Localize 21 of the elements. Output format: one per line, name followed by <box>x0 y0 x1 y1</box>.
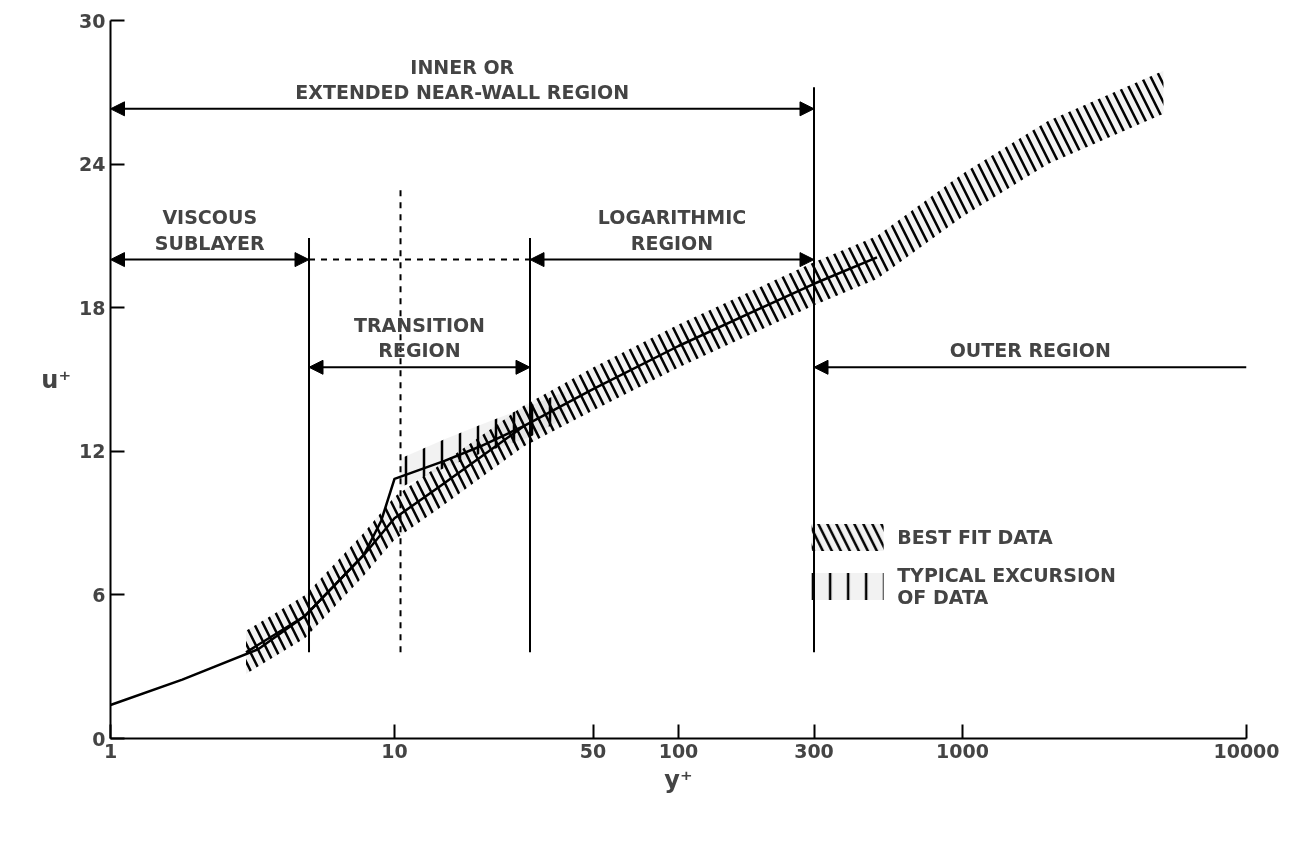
x-tick-label: 300 <box>794 739 834 762</box>
annotation: TRANSITION REGION <box>353 313 486 362</box>
annotation: OUTER REGION <box>949 339 1111 362</box>
y-tick-label: 12 <box>79 440 106 463</box>
annotation: INNER OR EXTENDED NEAR-WALL REGION <box>295 55 630 103</box>
y-tick-label: 6 <box>92 583 106 606</box>
y-tick-label: 0 <box>92 727 106 750</box>
annotation: LOGARITHMIC REGION <box>597 206 747 254</box>
x-tick-label: 100 <box>658 739 699 762</box>
y-tick-label: 18 <box>79 296 106 319</box>
x-axis-title: y⁺ <box>664 765 693 794</box>
annotation: VISCOUS SUBLAYER <box>154 206 266 254</box>
y-tick-label: 24 <box>79 153 106 176</box>
x-tick-label: 10 <box>381 739 408 762</box>
x-tick-label: 1000 <box>936 739 989 762</box>
x-tick-label: 10000 <box>1213 739 1280 762</box>
y-axis-title: u⁺ <box>41 365 72 394</box>
legend-label: BEST FIT DATA <box>897 526 1053 548</box>
x-tick-label: 50 <box>579 739 607 762</box>
legend-label: TYPICAL EXCURSION OF DATA <box>897 564 1116 608</box>
y-tick-label: 30 <box>79 9 106 32</box>
